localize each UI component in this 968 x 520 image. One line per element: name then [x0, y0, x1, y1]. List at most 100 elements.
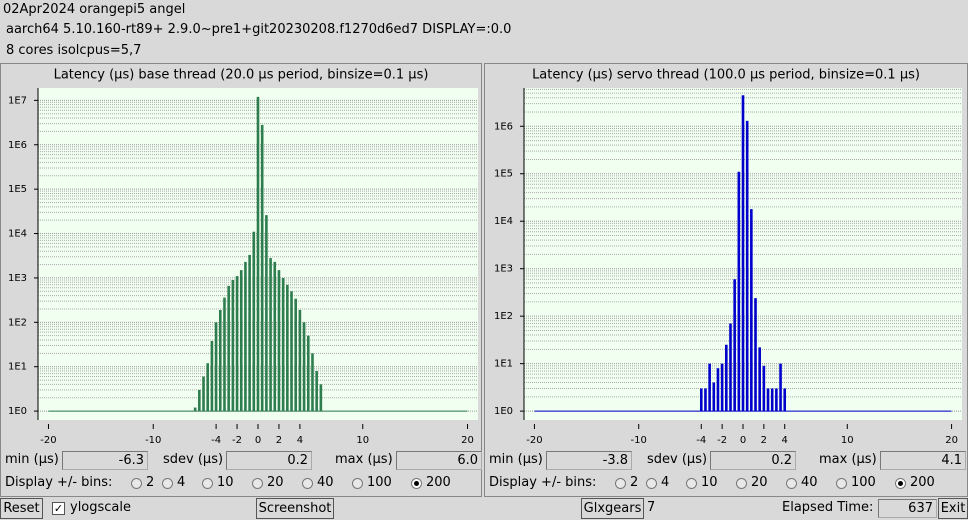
radio[interactable] [786, 478, 797, 489]
glxgears-button[interactable]: Glxgears [581, 498, 644, 519]
bar [260, 124, 264, 412]
y-tick-label: 1E4 [8, 229, 27, 240]
radio[interactable] [836, 478, 847, 489]
radio[interactable] [252, 478, 263, 489]
y-tick-label: 1E1 [8, 362, 27, 373]
stat-label: max (µs) [335, 452, 393, 467]
radio-dot [414, 481, 419, 486]
radio-label: 20 [751, 475, 768, 490]
bar [206, 363, 210, 412]
radio[interactable] [411, 478, 422, 489]
radio[interactable] [615, 478, 626, 489]
bar [716, 368, 720, 412]
stat-label: max (µs) [819, 452, 877, 467]
bar [218, 309, 222, 412]
stat-value: 0.2 [226, 451, 312, 470]
bar [239, 270, 243, 412]
bar [302, 322, 306, 412]
bar [779, 363, 782, 412]
header-line: 02Apr2024 orangepi5 angel [3, 2, 186, 17]
bar [227, 285, 230, 412]
x-tick-label: -10 [631, 435, 647, 446]
stat-label: sdev (µs) [647, 452, 708, 467]
screenshot-button[interactable]: Screenshot [256, 498, 334, 519]
y-tick-label: 1E5 [494, 169, 513, 180]
radio[interactable] [352, 478, 363, 489]
bar [770, 388, 774, 412]
x-tick-label: 2 [276, 435, 282, 446]
stat-value: 6.0 [396, 451, 482, 470]
y-tick-label: 1E0 [8, 406, 27, 417]
radio[interactable] [131, 478, 142, 489]
radio-label: 4 [661, 475, 670, 490]
exit-button[interactable]: Exit [938, 498, 968, 519]
radio[interactable] [646, 478, 657, 489]
bins-label: Display +/- bins: [489, 475, 597, 490]
radio[interactable] [686, 478, 697, 489]
radio[interactable] [202, 478, 213, 489]
chart-title: Latency (µs) base thread (20.0 µs period… [54, 68, 429, 83]
chart: Latency (µs) base thread (20.0 µs period… [8, 68, 478, 446]
x-tick-label: 2 [761, 435, 767, 446]
bar [306, 335, 310, 412]
bar [311, 353, 314, 412]
panel [0, 63, 482, 497]
bar [319, 384, 323, 412]
bar [231, 279, 235, 412]
x-tick-label: 4 [782, 435, 788, 446]
radio-label: 100 [851, 475, 876, 490]
x-tick-label: -2 [717, 435, 727, 446]
radio[interactable] [162, 478, 173, 489]
bar [235, 276, 239, 412]
bar [244, 261, 247, 412]
x-tick-label: -10 [145, 435, 161, 446]
y-tick-label: 1E3 [8, 273, 27, 284]
stat-value: 0.2 [710, 451, 796, 470]
x-tick-label: -4 [211, 435, 221, 446]
bar [269, 258, 272, 412]
stat-label: sdev (µs) [163, 452, 224, 467]
radio-label: 20 [267, 475, 284, 490]
stat-value: 4.1 [880, 451, 966, 470]
bar [729, 323, 732, 412]
radio-label: 100 [367, 475, 392, 490]
x-tick-label: 4 [297, 435, 303, 446]
checkbox[interactable]: ✓ [52, 502, 65, 515]
reset-button[interactable]: Reset [0, 498, 43, 519]
bar [193, 407, 197, 412]
x-tick-label: -20 [526, 435, 542, 446]
y-tick-label: 1E4 [494, 216, 513, 227]
bar [281, 277, 285, 412]
bar [745, 120, 749, 412]
bar [214, 322, 218, 412]
bar [754, 298, 757, 412]
x-tick-label: 10 [356, 435, 369, 446]
bar [315, 371, 318, 412]
x-tick-label: -20 [40, 435, 56, 446]
bar [294, 298, 298, 412]
bar [198, 389, 201, 412]
stat-value: -6.3 [62, 451, 148, 470]
y-tick-label: 1E2 [494, 311, 513, 322]
bar [277, 270, 281, 412]
bar [783, 388, 787, 412]
header-line: aarch64 5.10.160-rt89+ 2.9.0~pre1+git202… [6, 22, 512, 37]
bar [712, 382, 716, 412]
bar [762, 365, 766, 412]
header-line: 8 cores isolcpus=5,7 [6, 43, 142, 58]
bar [750, 209, 753, 412]
stat-value: -3.8 [546, 451, 632, 470]
x-tick-label: 0 [255, 435, 261, 446]
radio[interactable] [302, 478, 313, 489]
stat-label: min (µs) [5, 452, 59, 467]
radio[interactable] [736, 478, 747, 489]
y-tick-label: 1E7 [8, 95, 27, 106]
radio-dot [898, 481, 903, 486]
chart: Latency (µs) servo thread (100.0 µs peri… [494, 68, 962, 446]
x-tick-label: -4 [696, 435, 706, 446]
elapsed-value: 637 [878, 499, 937, 518]
radio[interactable] [895, 478, 906, 489]
radio-label: 200 [426, 475, 451, 490]
bar [252, 231, 256, 412]
